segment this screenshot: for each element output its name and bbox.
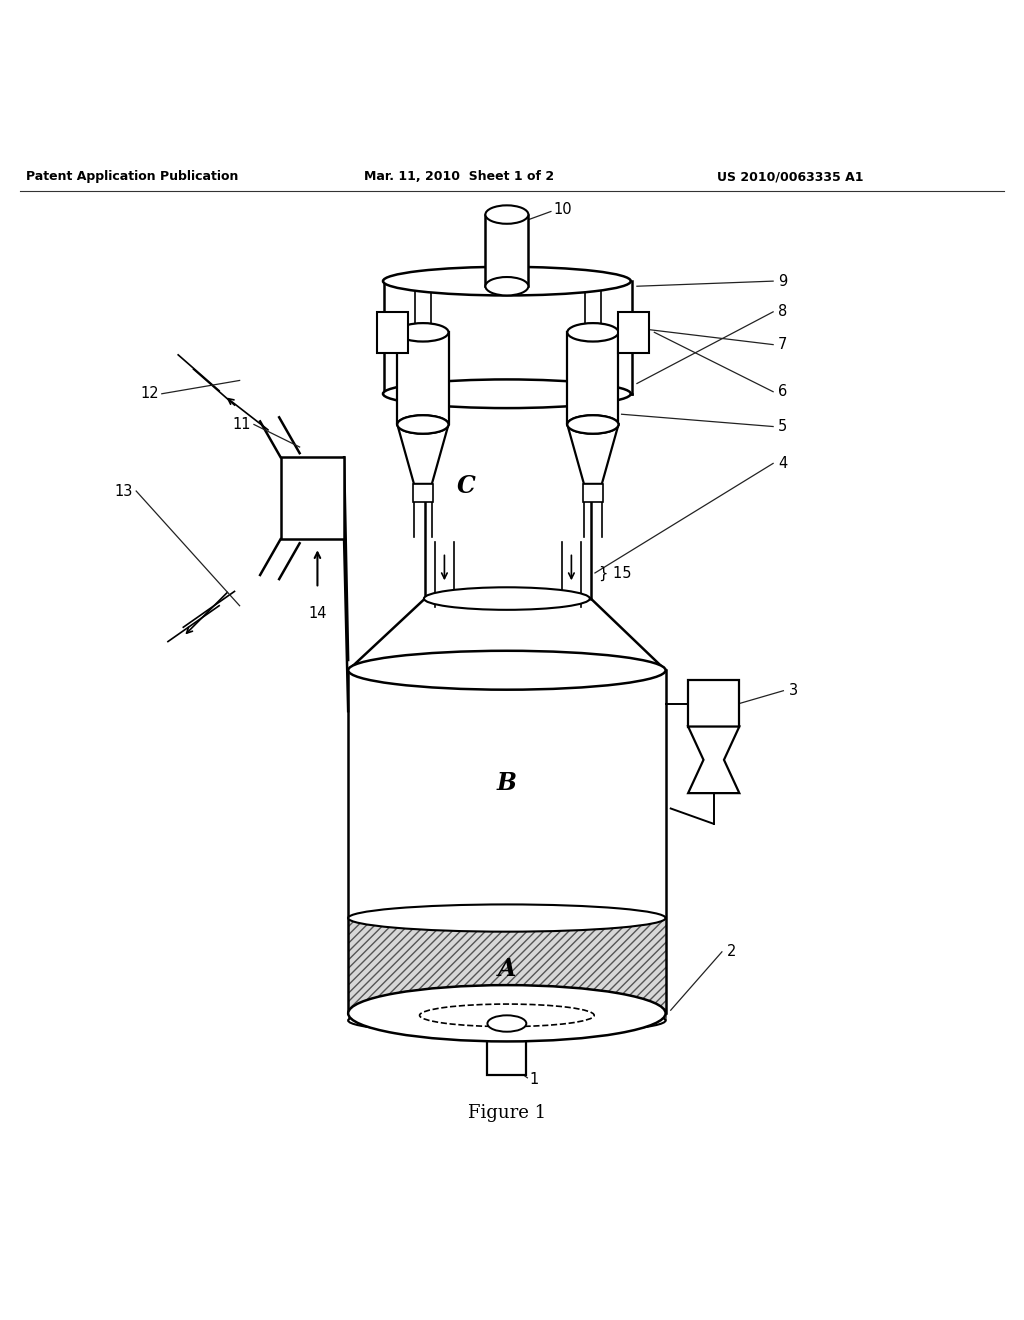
Bar [567,333,618,425]
Ellipse shape [348,985,666,1041]
Bar [688,681,739,726]
Polygon shape [348,917,666,1020]
Ellipse shape [487,1015,526,1032]
Ellipse shape [383,379,631,408]
Ellipse shape [383,267,631,296]
Bar [584,484,602,503]
Ellipse shape [424,383,590,405]
Text: } 15: } 15 [599,565,632,581]
Ellipse shape [567,416,618,434]
Text: 12: 12 [140,387,159,401]
Text: C: C [457,474,475,498]
Text: 9: 9 [778,273,787,289]
Bar [618,312,649,352]
Ellipse shape [567,416,618,434]
Ellipse shape [397,416,449,434]
Text: Patent Application Publication: Patent Application Publication [26,170,238,183]
Text: Mar. 11, 2010  Sheet 1 of 2: Mar. 11, 2010 Sheet 1 of 2 [364,170,554,183]
Text: US 2010/0063335 A1: US 2010/0063335 A1 [717,170,863,183]
Ellipse shape [424,587,590,610]
Bar [485,215,528,286]
Text: 7: 7 [778,337,787,352]
Text: 2: 2 [727,944,736,960]
Text: 5: 5 [778,418,787,434]
Bar [487,1023,526,1074]
Text: 4: 4 [778,455,787,471]
Ellipse shape [397,323,449,342]
Text: 3: 3 [788,684,798,698]
Bar [413,484,432,503]
Text: 6: 6 [778,384,787,399]
Text: 14: 14 [308,606,327,620]
Text: 13: 13 [115,483,133,499]
Ellipse shape [397,416,449,434]
Text: 1: 1 [529,1072,539,1088]
Bar [397,333,449,425]
Polygon shape [567,425,618,484]
Ellipse shape [485,277,528,296]
Text: 8: 8 [778,305,787,319]
Text: 11: 11 [232,417,251,432]
Text: Figure 1: Figure 1 [468,1104,546,1122]
Ellipse shape [485,206,528,224]
Ellipse shape [420,1005,594,1027]
Text: B: B [497,771,517,795]
Text: A: A [498,957,516,981]
Ellipse shape [567,323,618,342]
Ellipse shape [348,651,666,689]
Ellipse shape [348,904,666,932]
Bar [281,457,344,539]
Polygon shape [688,726,739,793]
Polygon shape [397,425,449,484]
Text: 10: 10 [553,202,571,216]
Bar [377,312,408,352]
Ellipse shape [348,1007,666,1034]
